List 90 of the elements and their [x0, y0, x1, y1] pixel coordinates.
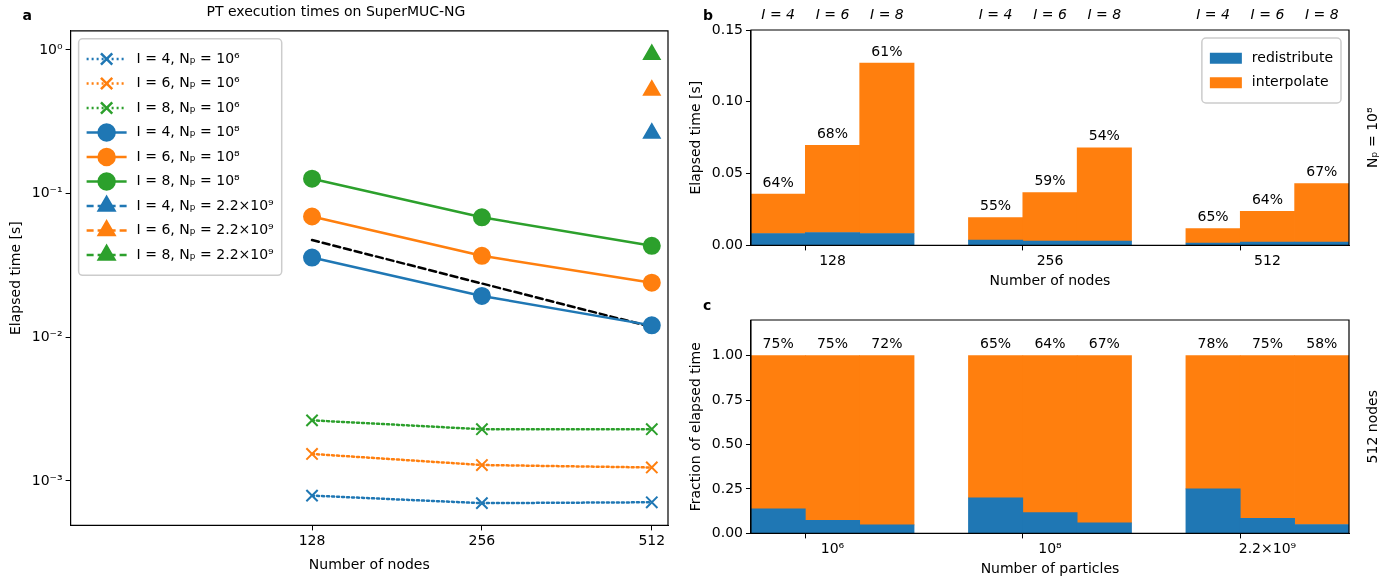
text: I = 8 — [1304, 5, 1339, 22]
x-axis-title: Number of nodes — [989, 272, 1111, 289]
y-tick-label: 1.00 — [711, 346, 743, 363]
x-tick-label: 128 — [819, 252, 846, 269]
point — [645, 460, 659, 475]
y-tick-label: 10⁰ — [39, 40, 63, 57]
legend-label: I = 4, Nₚ = 10⁸ — [136, 123, 241, 140]
point — [475, 422, 489, 436]
legend-label: I = 4, Nₚ = 10⁶ — [136, 49, 241, 66]
text: I = 6 — [815, 5, 850, 22]
legend-label: I = 8, Nₚ = 2.2×10⁹ — [136, 245, 275, 262]
y-axis-title: Elapsed time [s] — [7, 221, 24, 335]
y-tick-label: 0.15 — [711, 20, 743, 37]
annotation: 72% — [871, 335, 903, 352]
annotation: 67% — [1088, 335, 1120, 352]
legend-label: interpolate — [1251, 73, 1329, 90]
y-tick-label: 10⁻² — [31, 327, 63, 344]
point — [642, 316, 661, 335]
y-tick-label: 0.25 — [711, 479, 743, 496]
text: I = 8 — [870, 5, 904, 22]
text: I = 6 — [1250, 5, 1285, 22]
legend-label: redistribute — [1251, 48, 1334, 65]
point — [645, 495, 659, 509]
legend-label: I = 6, Nₚ = 10⁸ — [136, 147, 241, 164]
y-tick-label: 0.75 — [711, 390, 743, 407]
legend-label: I = 8, Nₚ = 10⁸ — [136, 172, 241, 189]
y-tick-label: 0.00 — [711, 236, 743, 253]
x-tick-label: 512 — [1254, 252, 1281, 269]
point — [303, 169, 322, 188]
point — [475, 496, 489, 510]
annotation: 75% — [1251, 335, 1284, 352]
legend-label: I = 4, Nₚ = 2.2×10⁹ — [136, 196, 275, 213]
x-axis-title: Number of particles — [980, 560, 1120, 577]
text: I = 4 — [1196, 5, 1230, 22]
text: I = 4 — [978, 5, 1013, 22]
x-tick-label: 128 — [298, 532, 326, 549]
annotation: 78% — [1197, 335, 1229, 352]
annotation: 54% — [1088, 127, 1120, 144]
legend-label: I = 6, Nₚ = 2.2×10⁹ — [136, 221, 275, 238]
y-tick-label: 0.10 — [711, 92, 743, 109]
y-tick-label: 0.05 — [711, 164, 743, 181]
y-tick-label: 10⁻¹ — [31, 184, 63, 201]
annotation: 65% — [1197, 208, 1229, 225]
annotation: 58% — [1306, 335, 1338, 352]
point — [645, 422, 659, 436]
annotation: 65% — [980, 335, 1012, 352]
x-tick-label: 256 — [1036, 252, 1064, 269]
text: c — [702, 296, 712, 313]
annotation: 64% — [1034, 335, 1066, 352]
x-tick-label: 256 — [468, 532, 496, 549]
legend-label: I = 8, Nₚ = 10⁶ — [136, 98, 241, 115]
y-axis-title: Fraction of elapsed time — [687, 342, 704, 512]
point — [472, 208, 491, 227]
point — [642, 273, 661, 292]
annotation: 64% — [1251, 191, 1284, 208]
point — [305, 447, 319, 461]
annotation: 55% — [980, 197, 1012, 214]
point — [303, 207, 322, 226]
text: b — [702, 6, 713, 23]
annotation: 75% — [762, 335, 794, 352]
annotation: 75% — [816, 335, 849, 352]
annotation: 59% — [1034, 172, 1066, 189]
annotation: 68% — [816, 124, 849, 141]
text: a — [22, 7, 33, 24]
y-tick-label: 0.00 — [711, 524, 743, 541]
annotation: 64% — [762, 173, 794, 190]
annotation: 67% — [1306, 163, 1338, 180]
text: I = 8 — [1087, 5, 1122, 22]
annotation: 61% — [871, 42, 903, 59]
y-axis-title: Elapsed time [s] — [687, 80, 704, 195]
x-tick-label: 512 — [638, 532, 666, 549]
y2-axis-title: 512 nodes — [1363, 390, 1380, 464]
y-tick-label: 10⁻³ — [31, 471, 63, 488]
point — [303, 248, 322, 267]
x-axis-title: Number of nodes — [308, 556, 430, 573]
legend-label: I = 6, Nₚ = 10⁶ — [136, 74, 241, 91]
point — [305, 488, 319, 503]
chart-title: PT execution times on SuperMUC-NG — [206, 3, 466, 20]
text: I = 6 — [1033, 5, 1067, 22]
x-tick-label: 10⁸ — [1038, 540, 1063, 557]
y2-axis-title: Nₚ = 10⁸ — [1363, 107, 1380, 168]
point — [642, 236, 661, 255]
point — [475, 458, 489, 472]
x-tick-label: 10⁶ — [820, 540, 845, 557]
point — [472, 286, 491, 305]
x-tick-label: 2.2×10⁹ — [1238, 540, 1297, 557]
y-tick-label: 0.50 — [711, 435, 743, 452]
point — [305, 413, 319, 427]
text: I = 4 — [761, 5, 795, 22]
point — [472, 246, 491, 265]
